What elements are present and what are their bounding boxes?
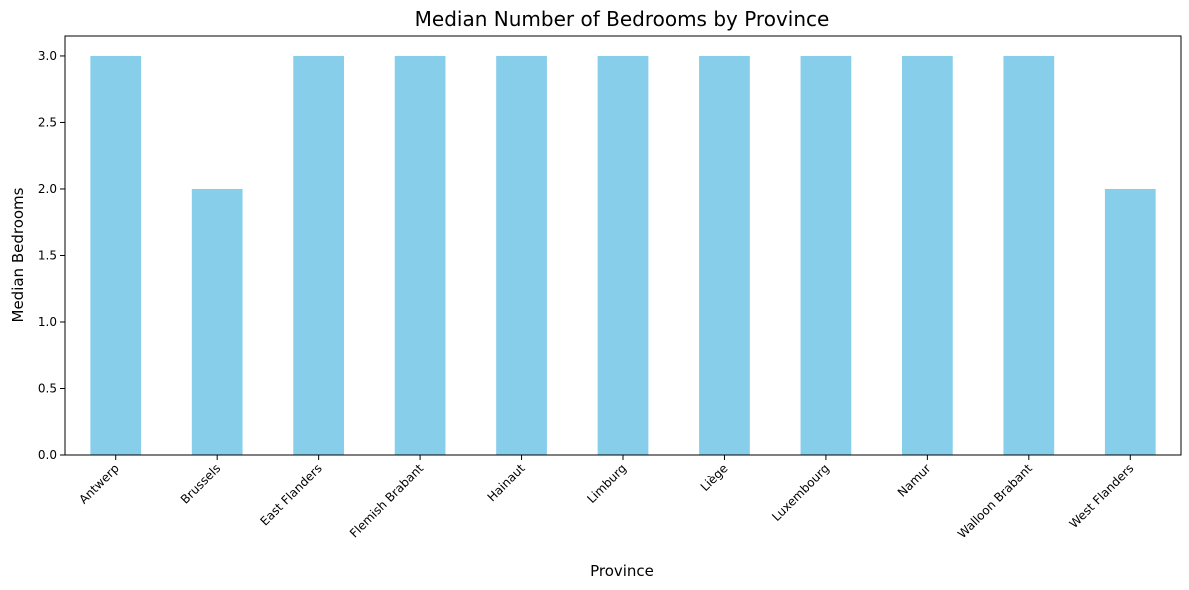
y-tick-label: 1.0 (38, 315, 57, 329)
plot-area: Antwerp Brussels East Flanders Flemish Brab… (38, 35, 1182, 541)
bar-hainaut (496, 55, 547, 455)
y-tick-label: 1.5 (38, 248, 57, 262)
y-tick-label: 3.0 (38, 49, 57, 63)
bar-brussels (191, 188, 243, 455)
y-axis-label: Median Bedrooms (9, 187, 27, 322)
x-tick-label: Limburg (584, 461, 629, 506)
x-tick-label: Liège (698, 461, 731, 494)
x-tick-label: Antwerp (76, 461, 121, 506)
x-tick-label: Walloon Brabant (955, 461, 1035, 541)
x-axis-label: Province (590, 562, 654, 580)
bar-west-flanders (1104, 188, 1156, 455)
x-tick-label: Hainaut (485, 461, 528, 504)
plot-frame (64, 35, 1182, 456)
x-tick-label: Brussels (178, 461, 223, 506)
bar-namur (902, 55, 953, 455)
bar-flemish-brabant (394, 55, 446, 455)
chart-title: Median Number of Bedrooms by Province (415, 7, 830, 31)
bar-east-flanders (293, 55, 344, 455)
x-tick-label: Luxembourg (769, 461, 832, 524)
x-tick-label: Flemish Brabant (347, 461, 426, 540)
bar-walloon-brabant (1003, 55, 1055, 455)
x-tick-label: Namur (895, 461, 934, 500)
y-tick-label: 2.0 (38, 182, 57, 196)
y-tick-label: 0.5 (38, 381, 57, 395)
x-tick-label: West Flanders (1067, 461, 1137, 531)
x-tick-label: East Flanders (258, 461, 325, 528)
y-tick-label: 0.0 (38, 448, 57, 462)
bar-antwerp (90, 55, 142, 455)
bar-luxembourg (800, 55, 852, 455)
y-tick-label: 2.5 (38, 115, 57, 129)
bar-li-ge (699, 55, 750, 455)
bar-limburg (597, 55, 649, 455)
